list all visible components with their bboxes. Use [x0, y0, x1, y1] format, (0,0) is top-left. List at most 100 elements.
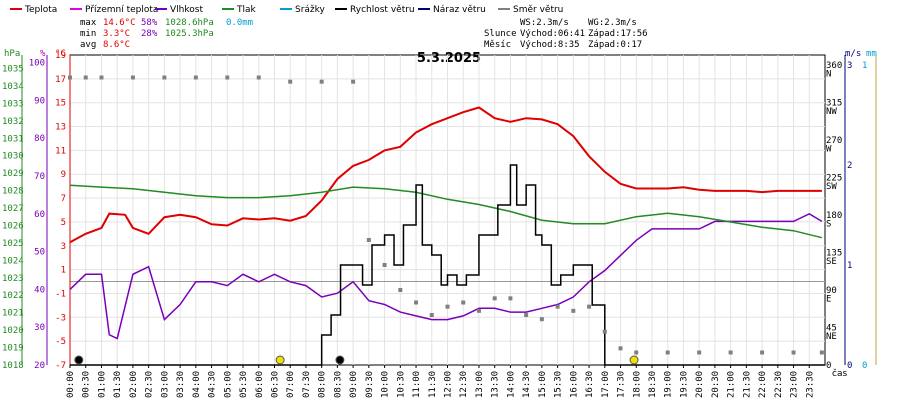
stats-panel: max 14.6°C 58% 1028.6hPa 0.0mm min 3.3°C 28% 102… [80, 18, 648, 50]
series-teplota [69, 106, 822, 244]
x-tick-label: 21:30 [742, 371, 752, 398]
direction-point [130, 75, 135, 80]
direction-point [665, 350, 670, 355]
humidity-tick: 70 [34, 172, 45, 182]
x-tick-label: 21:00 [727, 371, 737, 398]
direction-point [68, 75, 72, 80]
direction-point [225, 75, 230, 80]
x-tick-label: 17:00 [601, 371, 611, 398]
direction-point [461, 300, 466, 305]
stat-press: 1028.6hPa [165, 18, 214, 28]
stat-temp: 8.6°C [103, 40, 130, 50]
pressure-tick: 1026 [2, 221, 24, 231]
stat-rain: 0.0mm [226, 18, 253, 28]
pressure-tick: 1022 [2, 291, 24, 301]
markers-layer [74, 355, 639, 365]
temperature-tick: 17 [55, 75, 66, 85]
direction-tick: 0 [826, 361, 831, 371]
x-tick-label: 14:00 [506, 371, 516, 398]
humidity-tick: 50 [34, 248, 45, 258]
humidity-tick: 20 [34, 361, 45, 371]
legend-label: Náraz větru [433, 5, 486, 15]
direction-tick: N [826, 69, 831, 79]
legend-label: Rychlost větru [350, 5, 415, 15]
x-tick-label: 07:30 [302, 371, 312, 398]
x-tick-label: 01:30 [113, 371, 123, 398]
stat-temp: 14.6°C [103, 18, 136, 28]
x-tick-label: 11:30 [428, 371, 438, 398]
direction-point [193, 75, 198, 80]
temperature-tick: 15 [55, 99, 66, 109]
direction-point [398, 288, 403, 292]
x-tick-label: 00:00 [66, 371, 76, 398]
stat-hum: 58% [141, 18, 158, 28]
temperature-tick: 11 [55, 146, 66, 156]
x-tick-label: 23:30 [805, 371, 815, 398]
direction-tick: E [826, 294, 831, 304]
x-tick-label: 13:30 [491, 371, 501, 398]
sunset-info: Západ:17:56 [588, 29, 648, 39]
moon-marker [74, 355, 84, 365]
legend-label: Směr větru [513, 5, 563, 15]
pressure-tick: 1031 [2, 134, 24, 144]
x-tick-label: 07:00 [286, 371, 296, 398]
direction-point [476, 308, 481, 313]
moonrise-info: Východ:8:35 [520, 40, 580, 50]
x-tick-label: 19:00 [664, 371, 674, 398]
x-tick-label: 12:00 [444, 371, 454, 398]
humidity-tick: 60 [34, 210, 45, 220]
x-tick-label: 06:00 [255, 371, 265, 398]
sun-marker [275, 355, 285, 365]
x-tick-label: 04:30 [208, 371, 218, 398]
direction-point [83, 75, 88, 80]
legend-label: Teplota [24, 5, 57, 15]
rain-tick: 1 [862, 61, 867, 71]
direction-point [819, 350, 824, 355]
x-tick-label: 19:30 [679, 371, 689, 398]
direction-tick: NW [826, 107, 837, 117]
x-tick-label: 14:30 [522, 371, 532, 398]
humidity-tick: 40 [34, 285, 45, 295]
direction-point [539, 317, 544, 322]
direction-point [288, 79, 293, 84]
stat-press: 1025.3hPa [165, 29, 214, 39]
x-tick-label: 05:30 [239, 371, 249, 398]
direction-point [382, 263, 387, 267]
direction-point [555, 304, 560, 309]
x-tick-label: 22:30 [774, 371, 784, 398]
x-tick-label: 13:00 [475, 371, 485, 398]
temperature-tick: -1 [55, 289, 66, 299]
direction-point [508, 296, 513, 301]
x-tick-label: 10:00 [381, 371, 391, 398]
temperature-tick: -3 [55, 313, 66, 323]
legend: Teplota Přízemní teplota Vlhkost Tlak Srážky… [10, 5, 563, 15]
direction-point [492, 296, 497, 301]
temperature-tick: -7 [55, 361, 66, 371]
x-tick-label: 08:00 [318, 371, 328, 398]
direction-point [571, 308, 576, 313]
direction-tick: SW [826, 182, 837, 192]
temperature-tick: 5 [61, 218, 66, 228]
pressure-tick: 1020 [2, 326, 24, 336]
direction-tick: W [826, 144, 832, 154]
grid [69, 54, 826, 366]
x-tick-label: 09:00 [349, 371, 359, 398]
temperature-tick: 1 [61, 266, 66, 276]
stat-temp: 3.3°C [103, 29, 130, 39]
wind-tick: 2 [847, 161, 852, 171]
x-tick-label: 18:30 [648, 371, 658, 398]
direction-tick: 315 [826, 99, 842, 109]
humidity-tick: 80 [34, 134, 45, 144]
direction-point [524, 313, 529, 317]
series-vlhkost [69, 212, 823, 340]
temperature-tick: 19 [55, 51, 66, 61]
humidity-axis-label: % [40, 49, 46, 59]
direction-point [587, 304, 592, 309]
moonset-info: Západ:0:17 [588, 40, 642, 50]
pressure-tick: 1035 [2, 64, 24, 74]
x-tick-label: 15:00 [538, 371, 548, 398]
pressure-tick: 1025 [2, 239, 24, 249]
wind-tick: 3 [847, 61, 852, 71]
x-tick-label: 16:00 [569, 371, 579, 398]
stat-hum: 28% [141, 29, 158, 39]
